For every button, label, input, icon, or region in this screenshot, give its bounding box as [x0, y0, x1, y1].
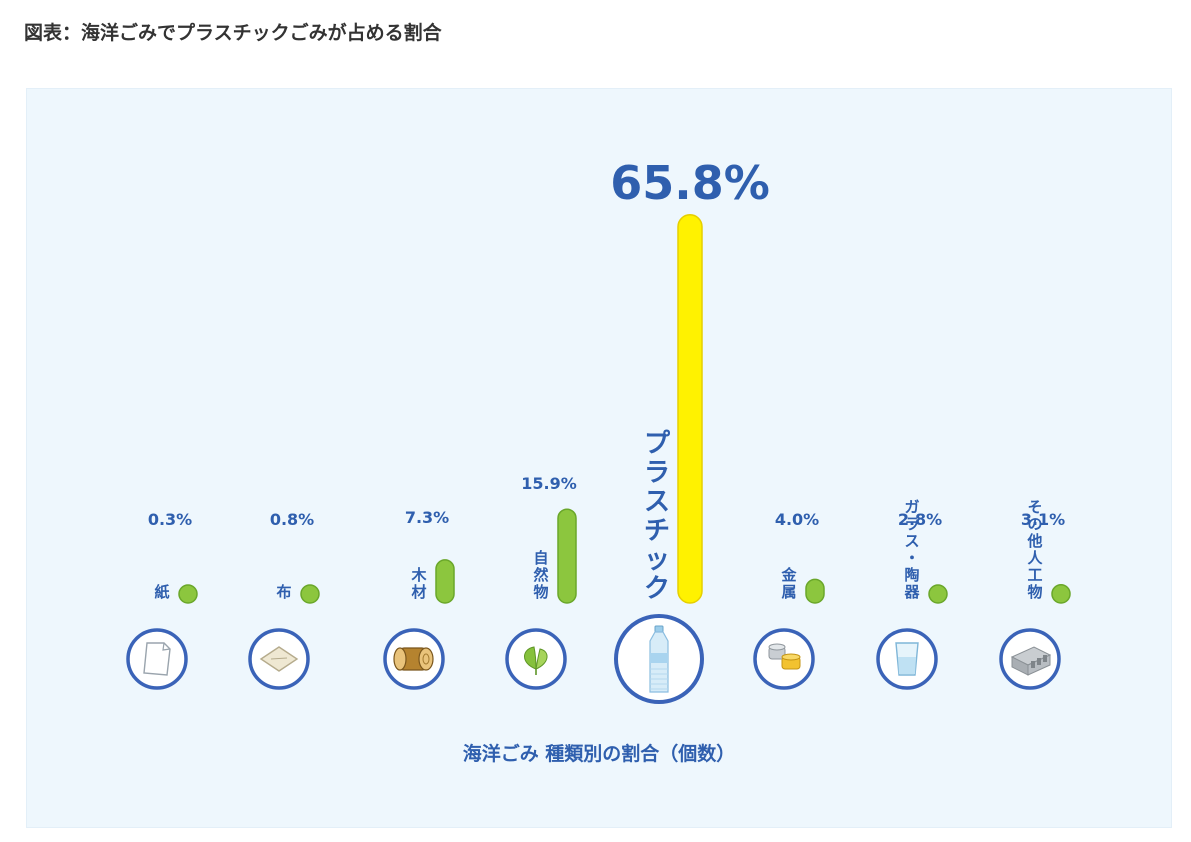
bar-4	[677, 214, 703, 604]
plastic-bottle-icon	[649, 625, 669, 693]
category-label-0: 紙	[154, 583, 169, 601]
category-label-5: 金属	[780, 566, 797, 601]
bar-group-4: 65.8% プラスチック	[610, 156, 770, 704]
category-label-1: 布	[276, 583, 291, 601]
bar-group-0: 0.3% 紙	[126, 510, 198, 690]
value-label-1: 0.8%	[270, 510, 314, 529]
paper-icon	[143, 642, 171, 676]
leaf-icon	[524, 646, 548, 675]
value-label-6: 2.8%	[898, 510, 942, 529]
value-label-2: 7.3%	[405, 508, 449, 527]
category-label-3: 自然物	[533, 549, 548, 601]
bar-group-6: 2.8%ガラス・陶器	[876, 498, 948, 690]
value-label-4: 65.8%	[610, 156, 770, 210]
bar-5	[805, 578, 825, 604]
value-label-0: 0.3%	[148, 510, 192, 529]
bar-group-2: 7.3% 木材	[383, 508, 455, 690]
bar-7	[1051, 583, 1071, 604]
metal-cans-icon	[768, 643, 801, 670]
bar-2	[435, 559, 455, 604]
bar-3	[557, 508, 577, 604]
cloth-icon	[259, 646, 299, 672]
bar-group-3: 15.9% 自然物	[505, 474, 577, 690]
category-label-4: プラスチック	[644, 429, 671, 604]
bar-group-1: 0.8% 布	[248, 510, 320, 690]
bar-group-7: 3.1%その他人工物	[999, 498, 1071, 690]
category-label-6: ガラス・陶器	[903, 498, 920, 601]
bar-1	[300, 584, 320, 604]
bar-group-5: 4.0% 金属	[753, 510, 825, 690]
value-label-7: 3.1%	[1021, 510, 1065, 529]
category-label-7: その他人工物	[1026, 498, 1043, 601]
bar-0	[178, 584, 198, 604]
chart-panel: 0.3% 紙 0.8% 布 7.3% 木材 15.9% 自然物 65.8% プラスチック 4.0% 金…	[26, 88, 1172, 828]
glass-cup-icon	[895, 642, 919, 676]
value-label-5: 4.0%	[775, 510, 819, 529]
value-label-3: 15.9%	[521, 474, 577, 493]
concrete-block-icon	[1010, 646, 1052, 676]
waste-ratio-chart: 0.3% 紙 0.8% 布 7.3% 木材 15.9% 自然物 65.8% プラスチック 4.0% 金…	[126, 156, 1071, 704]
bar-6	[928, 584, 948, 604]
category-label-2: 木材	[410, 566, 427, 601]
page-title: 図表：海洋ごみでプラスチックごみが占める割合	[24, 22, 442, 44]
wood-log-icon	[393, 647, 434, 671]
chart-caption: 海洋ごみ 種類別の割合（個数）	[462, 743, 736, 765]
